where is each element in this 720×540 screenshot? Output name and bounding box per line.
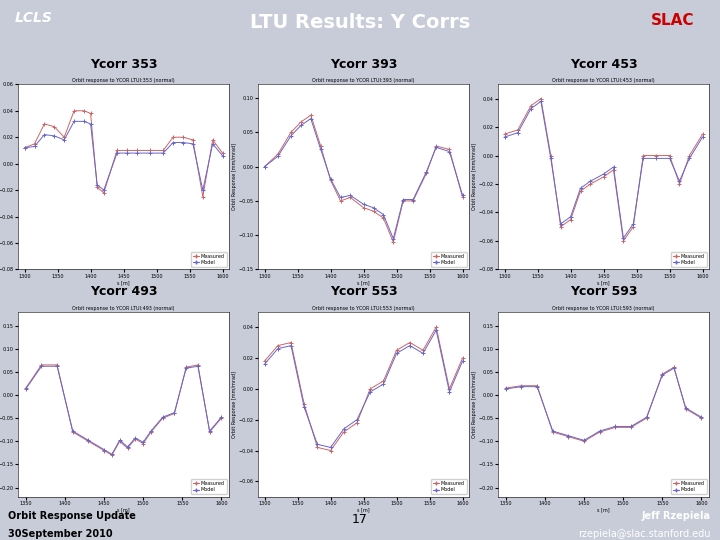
- Text: 17: 17: [352, 513, 368, 526]
- Text: Ycorr 393: Ycorr 393: [330, 58, 397, 71]
- Text: Orbit Response Update: Orbit Response Update: [8, 511, 136, 521]
- X-axis label: s [m]: s [m]: [117, 508, 130, 512]
- Text: Ycorr 453: Ycorr 453: [570, 58, 637, 71]
- Text: LCLS: LCLS: [14, 11, 53, 25]
- Text: Ycorr 593: Ycorr 593: [570, 285, 637, 298]
- Title: Orbit response to YCOR LTUI:453 (normal): Orbit response to YCOR LTUI:453 (normal): [552, 78, 655, 83]
- Text: Jeff Rzepiela: Jeff Rzepiela: [642, 511, 710, 521]
- Title: Orbit response to YCOR LTUI:393 (normal): Orbit response to YCOR LTUI:393 (normal): [312, 78, 415, 83]
- X-axis label: s [m]: s [m]: [598, 508, 610, 512]
- Text: Ycorr 493: Ycorr 493: [90, 285, 158, 298]
- Text: 30September 2010: 30September 2010: [8, 529, 112, 539]
- Title: Orbit response to YCOR LTUI:493 (normal): Orbit response to YCOR LTUI:493 (normal): [72, 306, 175, 310]
- Text: Ycorr 353: Ycorr 353: [90, 58, 158, 71]
- Y-axis label: Orbit Response [mm/mrad]: Orbit Response [mm/mrad]: [233, 371, 238, 438]
- Y-axis label: Orbit Response [mm/mrad]: Orbit Response [mm/mrad]: [233, 144, 238, 211]
- X-axis label: s [m]: s [m]: [117, 280, 130, 285]
- Legend: Measured, Model: Measured, Model: [191, 479, 227, 494]
- Title: Orbit response to YCOR LTUI:553 (normal): Orbit response to YCOR LTUI:553 (normal): [312, 306, 415, 310]
- Text: rzepiela@slac.stanford.edu: rzepiela@slac.stanford.edu: [577, 529, 710, 539]
- X-axis label: s [m]: s [m]: [357, 508, 370, 512]
- Legend: Measured, Model: Measured, Model: [431, 252, 467, 267]
- X-axis label: s [m]: s [m]: [357, 280, 370, 285]
- X-axis label: s [m]: s [m]: [598, 280, 610, 285]
- Y-axis label: Orbit Response [mm/mrad]: Orbit Response [mm/mrad]: [472, 144, 477, 211]
- Text: LTU Results: Y Corrs: LTU Results: Y Corrs: [250, 13, 470, 32]
- Y-axis label: Orbit Response [mm/mrad]: Orbit Response [mm/mrad]: [472, 371, 477, 438]
- Title: Orbit response to YCOR LTUI:593 (normal): Orbit response to YCOR LTUI:593 (normal): [552, 306, 655, 310]
- Legend: Measured, Model: Measured, Model: [431, 479, 467, 494]
- Legend: Measured, Model: Measured, Model: [191, 252, 227, 267]
- Text: Ycorr 553: Ycorr 553: [330, 285, 397, 298]
- Legend: Measured, Model: Measured, Model: [671, 252, 707, 267]
- Text: SLAC: SLAC: [652, 12, 695, 28]
- Legend: Measured, Model: Measured, Model: [671, 479, 707, 494]
- Title: Orbit response to YCOR LTUI:353 (normal): Orbit response to YCOR LTUI:353 (normal): [72, 78, 175, 83]
